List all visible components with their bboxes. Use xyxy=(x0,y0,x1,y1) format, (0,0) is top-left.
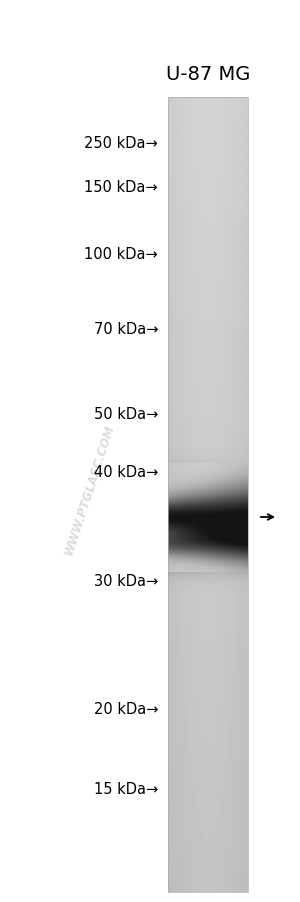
Text: 15 kDa→: 15 kDa→ xyxy=(94,782,158,796)
Text: 250 kDa→: 250 kDa→ xyxy=(84,135,158,151)
Text: 70 kDa→: 70 kDa→ xyxy=(94,322,158,337)
Text: 40 kDa→: 40 kDa→ xyxy=(94,465,158,480)
Bar xyxy=(168,98,248,892)
Text: 30 kDa→: 30 kDa→ xyxy=(94,574,158,589)
Text: WWW.PTGLAEC.COM: WWW.PTGLAEC.COM xyxy=(63,422,117,557)
Text: 20 kDa→: 20 kDa→ xyxy=(94,702,158,717)
Text: 50 kDa→: 50 kDa→ xyxy=(94,407,158,422)
Text: U-87 MG: U-87 MG xyxy=(166,66,250,85)
Text: 150 kDa→: 150 kDa→ xyxy=(84,180,158,196)
Text: 100 kDa→: 100 kDa→ xyxy=(84,247,158,262)
